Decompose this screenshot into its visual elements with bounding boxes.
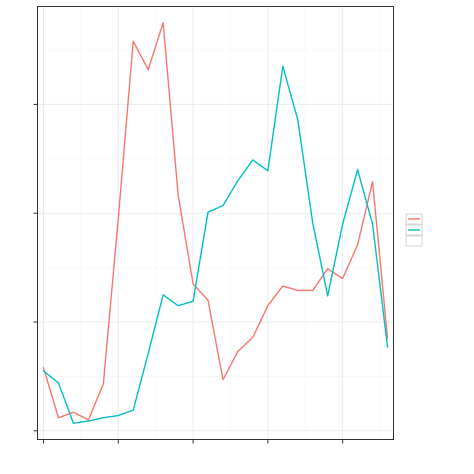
series-line-1 <box>42 22 389 421</box>
panel-border <box>37 6 394 440</box>
legend-key-empty <box>405 235 423 247</box>
series-line-2 <box>42 65 389 424</box>
series-lines <box>42 22 389 424</box>
grid-lines <box>37 6 394 440</box>
axis-ticks <box>33 103 344 444</box>
legend <box>405 213 423 247</box>
